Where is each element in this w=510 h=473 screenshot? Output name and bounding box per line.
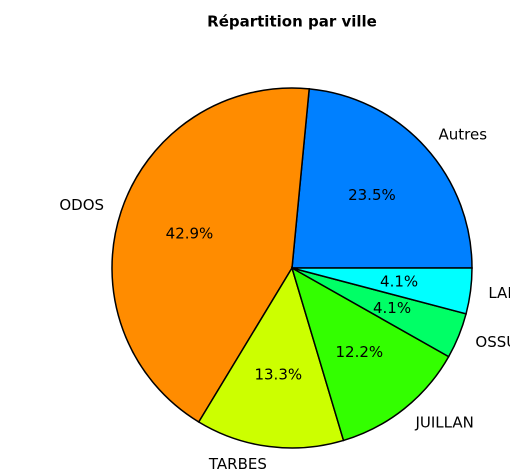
percent-label: 42.9% <box>166 225 214 243</box>
chart-title: Répartition par ville <box>207 13 377 31</box>
pie-slice <box>291 88 473 269</box>
slice-label: TARBES <box>208 455 267 473</box>
pie-slice <box>111 87 311 423</box>
percent-label: 12.2% <box>336 343 384 361</box>
pie-slice <box>290 266 450 442</box>
pie-slice <box>291 267 473 315</box>
slice-label: ODOS <box>59 196 104 214</box>
percent-label: 13.3% <box>254 366 302 384</box>
slice-label: LALOUBERE <box>488 284 510 302</box>
slice-label: Autres <box>439 125 488 143</box>
percent-label: 23.5% <box>348 186 396 204</box>
slice-label: JUILLAN <box>414 413 473 431</box>
percent-label: 4.1% <box>373 299 411 317</box>
percent-label: 4.1% <box>380 272 418 290</box>
slice-label: OSSUN <box>475 333 510 351</box>
pie-slice <box>197 266 345 449</box>
